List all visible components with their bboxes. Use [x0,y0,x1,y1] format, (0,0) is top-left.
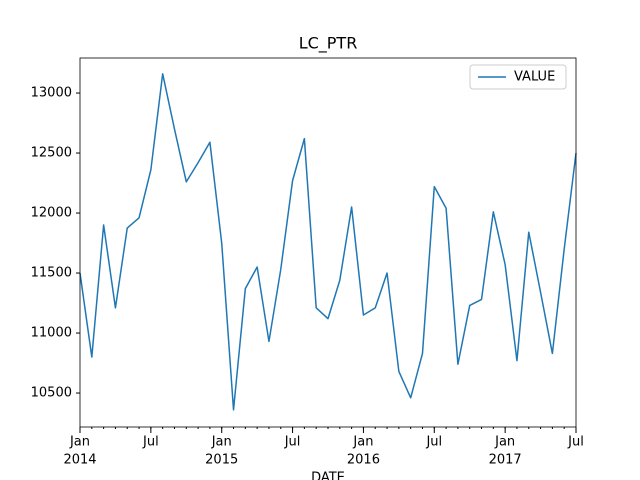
x-tick-label: Jan [352,435,373,450]
x-tick-sublabel: 2016 [347,453,380,468]
y-tick-label: 11500 [31,266,72,281]
y-tick-label: 10500 [31,386,72,401]
y-tick-label: 12000 [31,206,72,221]
x-axis-label: DATE [311,471,345,480]
x-tick-label: Jul [425,435,442,450]
x-tick-label: Jan [211,435,232,450]
x-tick-label: Jan [69,435,90,450]
x-tick-label: Jul [567,435,584,450]
legend-box [469,64,567,90]
x-tick-sublabel: 2015 [205,453,238,468]
y-tick-label: 13000 [31,86,72,101]
legend-label: VALUE [514,70,555,85]
legend: VALUE [469,64,567,90]
x-tick-label: Jan [494,435,515,450]
x-tick-sublabel: 2017 [489,453,522,468]
y-tick-label: 12500 [31,146,72,161]
x-tick-label: Jul [142,435,159,450]
line [79,73,577,411]
y-tick-label: 11000 [31,326,72,341]
plot-frame [79,57,577,428]
x-tick-sublabel: 2014 [63,453,96,468]
chart-title: LC_PTR [299,34,358,54]
x-tick-label: Jul [284,435,301,450]
